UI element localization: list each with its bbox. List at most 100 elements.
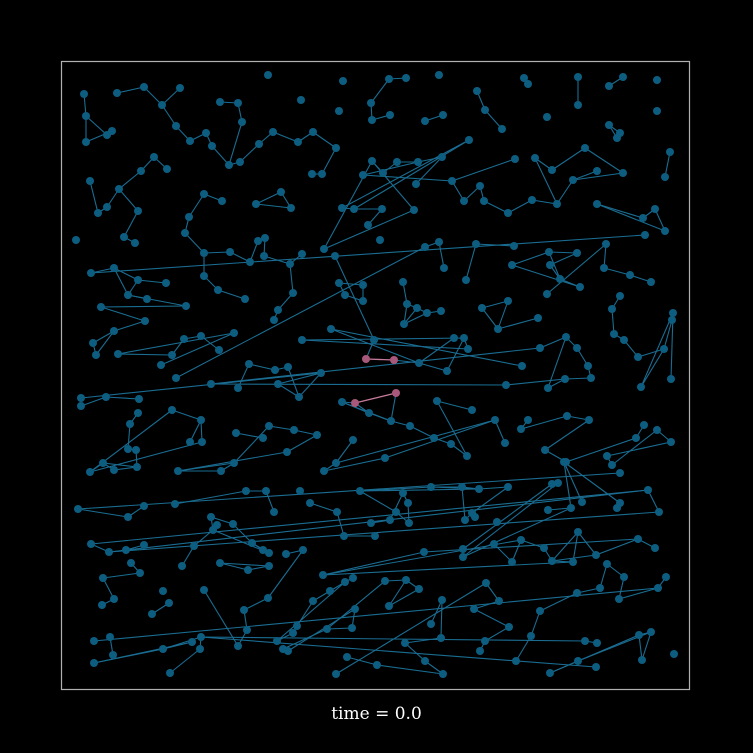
network-edge: [161, 87, 181, 106]
network-node: [592, 663, 600, 671]
network-edge: [563, 461, 583, 503]
network-node: [472, 240, 480, 248]
network-edge: [336, 511, 345, 537]
network-node: [97, 303, 105, 311]
network-node: [261, 234, 269, 242]
network-node: [238, 118, 246, 126]
network-edge: [228, 121, 243, 166]
network-node: [216, 559, 224, 567]
network-edge: [446, 337, 465, 372]
network-edge: [282, 628, 328, 650]
network-node: [593, 167, 601, 175]
network-edge: [210, 347, 541, 385]
network-node: [115, 185, 123, 193]
network-edge: [497, 317, 539, 330]
network-node: [178, 562, 186, 570]
network-edge: [169, 648, 201, 674]
network-node: [359, 281, 367, 289]
network-node: [433, 397, 441, 405]
network-edge: [162, 636, 202, 650]
network-edge: [116, 86, 145, 94]
network-node: [186, 137, 194, 145]
network-edge: [203, 589, 239, 647]
network-node: [421, 117, 429, 125]
network-node: [197, 416, 205, 424]
network-node: [339, 77, 347, 85]
network-node: [166, 669, 174, 677]
network-node: [338, 204, 346, 212]
network-edge: [436, 400, 468, 457]
network-node: [653, 426, 661, 434]
network-node: [518, 362, 526, 370]
network-node: [306, 499, 314, 507]
network-node: [215, 346, 223, 354]
highlighted-edge: [354, 392, 397, 404]
network-node: [200, 586, 208, 594]
network-edge: [338, 282, 364, 286]
network-node: [655, 508, 663, 516]
network-node: [332, 670, 340, 678]
network-edge: [637, 348, 665, 358]
network-node: [135, 395, 143, 403]
network-edge: [423, 538, 639, 553]
network-node: [264, 71, 272, 79]
network-node: [89, 339, 97, 347]
network-edge: [478, 486, 509, 490]
network-edge: [200, 636, 586, 642]
network-node: [569, 558, 577, 566]
network-node: [592, 551, 600, 559]
network-edge: [184, 232, 205, 254]
network-node: [298, 250, 306, 258]
network-node: [574, 73, 582, 81]
network-edge: [564, 377, 592, 380]
network-node: [368, 157, 376, 165]
network-edge: [90, 234, 646, 274]
network-node: [438, 596, 446, 604]
network-node: [415, 359, 423, 367]
network-node: [230, 329, 238, 337]
network-edge: [515, 635, 532, 662]
network-node: [600, 264, 608, 272]
network-edge: [102, 572, 141, 579]
network-node: [340, 532, 348, 540]
network-edge: [451, 158, 516, 182]
network-node: [504, 297, 512, 305]
network-node: [172, 122, 180, 130]
network-edge: [415, 156, 443, 185]
network-node: [605, 82, 613, 90]
network-node: [318, 170, 326, 178]
network-node: [188, 638, 196, 646]
network-node: [498, 125, 506, 133]
network-edge: [77, 472, 621, 510]
network-node: [437, 307, 445, 315]
network-node: [273, 637, 281, 645]
network-edge: [539, 336, 567, 349]
network-edge: [572, 170, 598, 181]
network-node: [190, 542, 198, 550]
network-node: [476, 647, 484, 655]
network-node: [435, 71, 443, 79]
network-node: [435, 238, 443, 246]
network-node: [413, 304, 421, 312]
network-node: [284, 363, 292, 371]
network-node: [574, 657, 582, 665]
network-node: [208, 142, 216, 150]
network-node: [213, 521, 221, 529]
network-node: [420, 548, 428, 556]
network-node: [440, 264, 448, 272]
network-node: [351, 605, 359, 613]
network-node: [438, 153, 446, 161]
network-edge: [520, 415, 568, 430]
network-node: [501, 439, 509, 447]
network-node: [573, 344, 581, 352]
network-edge: [388, 579, 407, 607]
network-edge: [335, 439, 354, 464]
network-edge: [544, 419, 590, 451]
network-edge: [248, 363, 276, 371]
network-node: [174, 467, 182, 475]
network-node: [162, 279, 170, 287]
network-node: [544, 506, 552, 514]
network-node: [110, 264, 118, 272]
network-node: [176, 84, 184, 92]
network-node: [232, 429, 240, 437]
